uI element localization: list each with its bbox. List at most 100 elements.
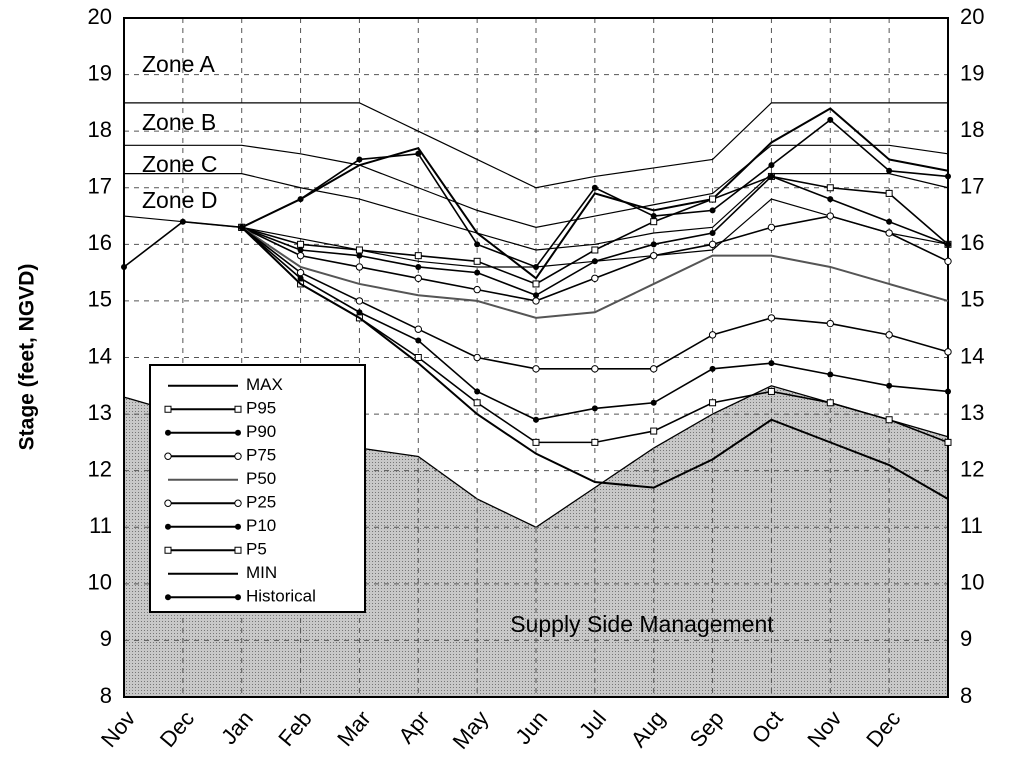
- marker: [944, 257, 952, 266]
- marker: [164, 405, 172, 413]
- marker: [473, 399, 481, 407]
- marker: [356, 252, 363, 259]
- marker: [709, 195, 717, 203]
- marker: [533, 416, 539, 423]
- zone-label: Zone A: [142, 51, 216, 77]
- y2-tick-label: 18: [960, 117, 984, 142]
- marker: [235, 523, 241, 530]
- y-tick-label: 8: [100, 683, 112, 708]
- marker: [235, 429, 241, 436]
- marker: [768, 360, 775, 367]
- y-tick-label: 15: [88, 287, 112, 312]
- marker: [355, 246, 363, 254]
- x-tick-label: Mar: [332, 706, 376, 751]
- y-tick-label: 20: [88, 4, 112, 29]
- marker: [473, 353, 481, 362]
- marker: [415, 150, 422, 157]
- marker: [650, 213, 657, 220]
- area-label: Supply Side Management: [510, 611, 774, 637]
- marker: [297, 246, 304, 253]
- marker: [165, 429, 171, 436]
- marker: [415, 337, 422, 344]
- x-tick-label: Sep: [685, 706, 729, 752]
- marker: [709, 230, 716, 237]
- y2-tick-label: 13: [960, 400, 984, 425]
- x-tick-label: Jan: [216, 706, 258, 749]
- marker: [591, 274, 599, 282]
- y2-tick-label: 11: [960, 513, 983, 538]
- marker: [474, 388, 481, 395]
- marker: [767, 387, 775, 395]
- x-tick-label: Feb: [273, 706, 317, 751]
- marker: [709, 365, 716, 372]
- series-line: [241, 226, 949, 319]
- marker: [650, 365, 658, 373]
- marker: [591, 184, 598, 191]
- marker: [356, 309, 363, 316]
- marker: [533, 292, 539, 299]
- marker: [886, 382, 893, 389]
- marker: [826, 319, 834, 328]
- x-tick-label: Nov: [802, 706, 846, 752]
- zone-label: Zone B: [142, 109, 216, 135]
- x-tick-label: Oct: [747, 706, 788, 748]
- y2-tick-label: 9: [960, 626, 972, 651]
- legend-label: MIN: [246, 563, 277, 582]
- marker: [886, 218, 893, 225]
- y2-tick-label: 16: [960, 230, 984, 255]
- marker: [474, 241, 481, 248]
- marker: [414, 252, 422, 260]
- marker: [826, 184, 834, 192]
- y2-tick-label: 12: [960, 456, 984, 481]
- zone-label: Zone D: [142, 187, 217, 213]
- marker: [297, 196, 304, 203]
- plot-frame: [123, 17, 949, 698]
- marker: [944, 438, 952, 446]
- marker: [650, 251, 658, 260]
- marker: [885, 189, 893, 197]
- marker: [827, 116, 834, 123]
- marker: [355, 297, 364, 305]
- x-tick-label: Dec: [155, 706, 199, 752]
- marker: [165, 594, 171, 601]
- y-tick-label: 18: [88, 117, 112, 142]
- marker: [235, 594, 241, 601]
- series-line: [241, 107, 949, 280]
- legend-label: P50: [246, 469, 276, 488]
- marker: [885, 331, 893, 339]
- zone-line: [124, 102, 948, 189]
- marker: [532, 297, 540, 305]
- y-tick-label: 19: [88, 60, 112, 85]
- legend-label: MAX: [246, 375, 283, 394]
- marker: [165, 523, 171, 530]
- legend-label: P95: [246, 399, 276, 418]
- y-tick-label: 16: [88, 230, 112, 255]
- marker: [709, 207, 716, 214]
- legend-box: [149, 364, 366, 613]
- legend-label: P25: [246, 493, 276, 512]
- marker: [473, 285, 481, 294]
- marker: [827, 196, 834, 203]
- marker: [234, 546, 242, 554]
- marker: [164, 452, 172, 460]
- marker: [886, 167, 893, 174]
- marker: [473, 257, 481, 265]
- marker: [945, 388, 951, 395]
- marker: [532, 365, 540, 373]
- y2-tick-label: 15: [960, 287, 984, 312]
- y-tick-label: 14: [88, 343, 112, 368]
- marker: [885, 416, 893, 424]
- y2-tick-label: 17: [960, 174, 984, 199]
- marker: [650, 399, 657, 406]
- legend-label: P10: [246, 516, 276, 535]
- legend: MAX P95 P90 P75 P50 P25 P10 P5 MIN Historical: [149, 364, 366, 613]
- marker: [356, 156, 363, 163]
- y-tick-label: 9: [100, 626, 112, 651]
- marker: [532, 438, 540, 446]
- marker: [945, 173, 951, 180]
- marker: [826, 399, 834, 407]
- marker: [296, 251, 305, 260]
- marker: [650, 427, 658, 435]
- legend-label: P75: [246, 446, 276, 465]
- marker: [767, 223, 776, 232]
